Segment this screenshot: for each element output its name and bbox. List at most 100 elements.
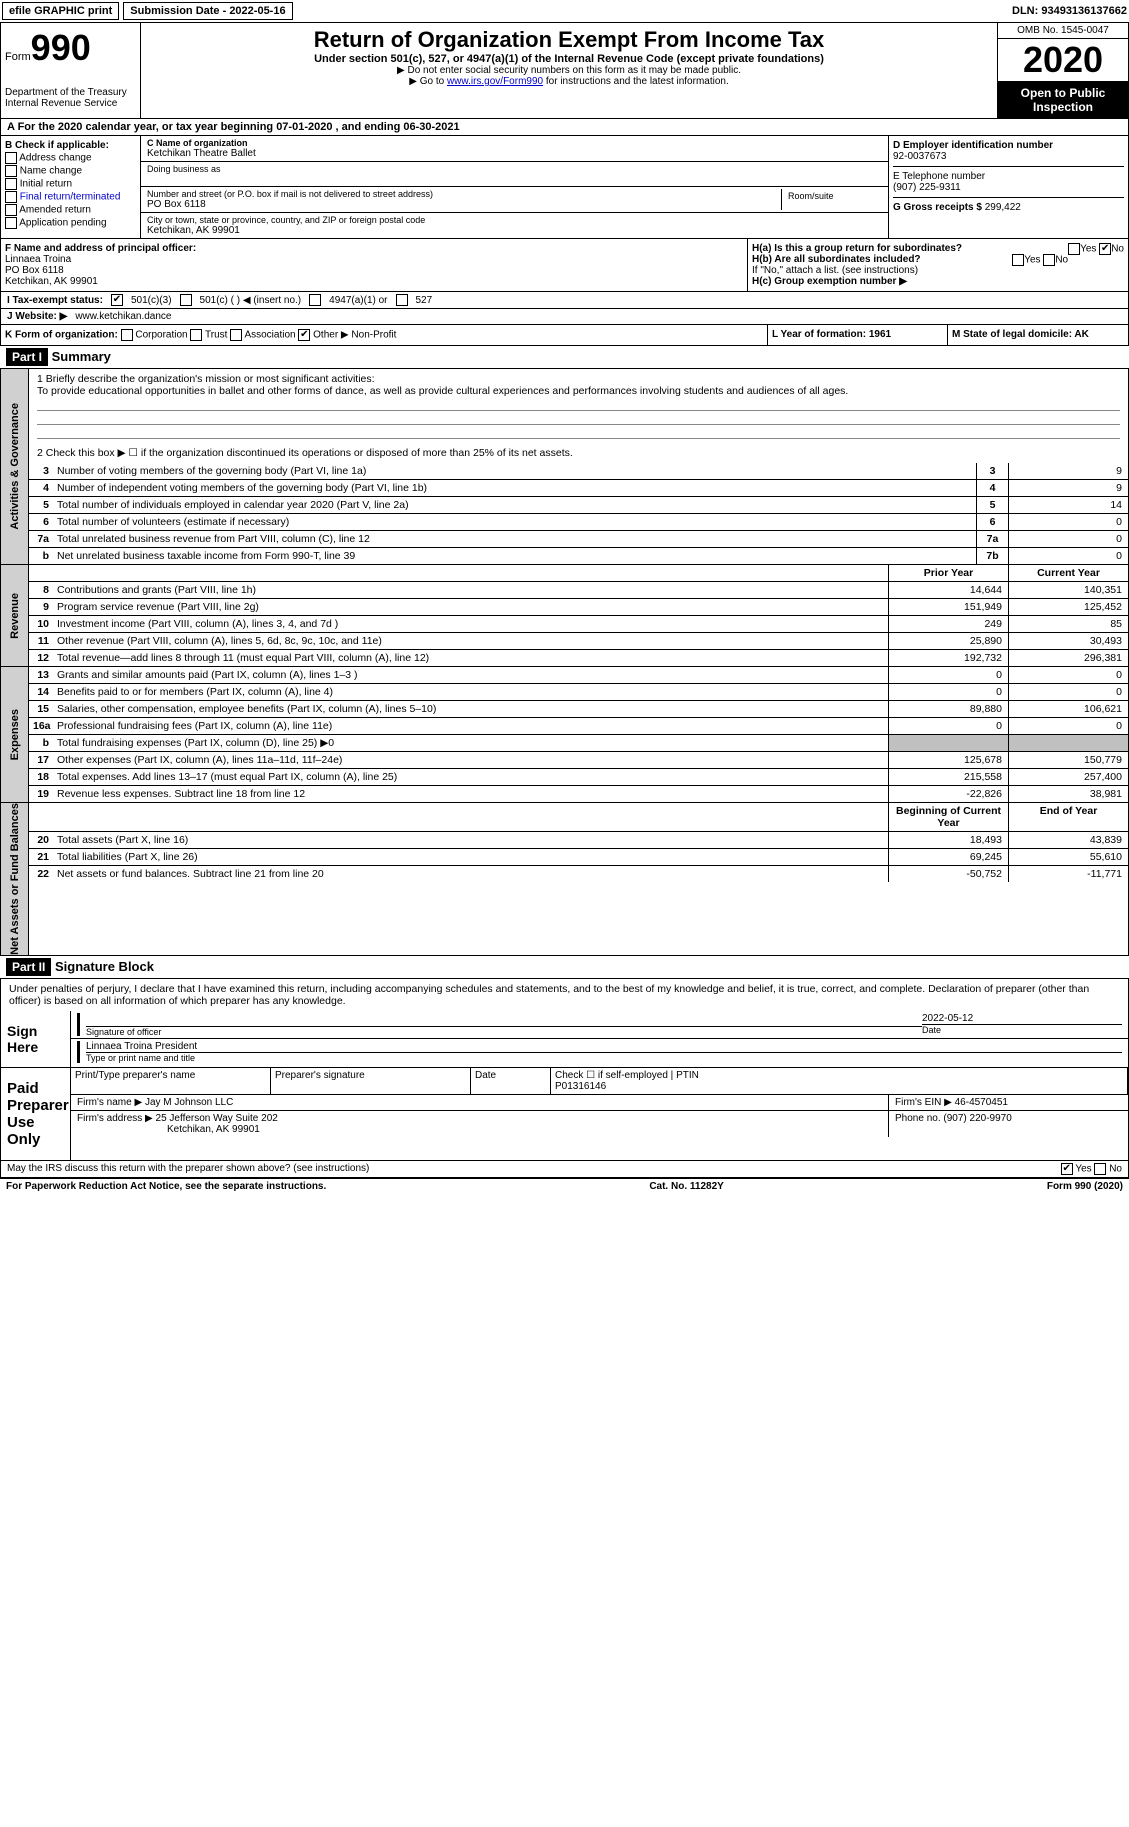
efile-badge: efile GRAPHIC print <box>2 2 119 20</box>
irs-link[interactable]: www.irs.gov/Form990 <box>447 76 543 87</box>
prep-phone-label: Phone no. <box>895 1113 941 1124</box>
cb-address[interactable] <box>5 152 17 164</box>
q2: 2 Check this box ▶ ☐ if the organization… <box>29 443 1128 463</box>
footer-mid: Cat. No. 11282Y <box>649 1181 723 1192</box>
part1-header: Part I <box>6 348 48 366</box>
f-addr1: PO Box 6118 <box>5 265 743 276</box>
cb-name[interactable] <box>5 165 17 177</box>
website-val: www.ketchikan.dance <box>75 311 171 322</box>
hb-label: H(b) Are all subordinates included? <box>752 254 921 265</box>
tax-year: 2020 <box>998 39 1128 82</box>
part1-title: Summary <box>52 349 111 364</box>
cb-corp[interactable] <box>121 329 133 341</box>
dba-label: Doing business as <box>147 164 882 174</box>
prep-h3: Date <box>471 1068 551 1095</box>
ha-label: H(a) Is this a group return for subordin… <box>752 243 962 254</box>
signer-name: Linnaea Troina President <box>86 1041 1122 1052</box>
page-title: Return of Organization Exempt From Incom… <box>145 27 993 53</box>
ha-yes[interactable] <box>1068 243 1080 255</box>
gross-label: G Gross receipts $ <box>893 202 985 213</box>
side-governance: Activities & Governance <box>9 403 21 530</box>
k-label: K Form of organization: <box>5 330 118 341</box>
date-label: Date <box>922 1024 1122 1035</box>
firm-addr-label: Firm's address ▶ <box>77 1113 153 1124</box>
footer-left: For Paperwork Reduction Act Notice, see … <box>6 1181 326 1192</box>
row-a: A For the 2020 calendar year, or tax yea… <box>0 119 1129 136</box>
hdr-beg: Beginning of Current Year <box>888 803 1008 831</box>
sub3-post: for instructions and the latest informat… <box>543 76 729 87</box>
addr-label: Number and street (or P.O. box if mail i… <box>147 189 781 199</box>
firm-addr1: 25 Jefferson Way Suite 202 <box>156 1113 278 1124</box>
m-state: M State of legal domicile: AK <box>952 329 1089 340</box>
subtitle-1: Under section 501(c), 527, or 4947(a)(1)… <box>145 53 993 65</box>
firm-ein: 46-4570451 <box>955 1097 1008 1108</box>
omb-number: OMB No. 1545-0047 <box>998 23 1128 39</box>
ein: 92-0037673 <box>893 151 1124 162</box>
side-net: Net Assets or Fund Balances <box>9 803 21 955</box>
hb-no[interactable] <box>1043 254 1055 266</box>
part2-header: Part II <box>6 958 51 976</box>
prep-phone: (907) 220-9970 <box>943 1113 1011 1124</box>
cb-501c[interactable] <box>180 294 192 306</box>
dln: DLN: 93493136137662 <box>1012 5 1127 17</box>
firm-name: Jay M Johnson LLC <box>145 1097 233 1108</box>
sub3-pre: ▶ Go to <box>409 76 447 87</box>
cb-amended[interactable] <box>5 204 17 216</box>
cb-final[interactable] <box>5 191 17 203</box>
sign-here: Sign Here <box>1 1011 71 1067</box>
dept1: Department of the Treasury <box>5 87 136 98</box>
discuss-q: May the IRS discuss this return with the… <box>7 1163 369 1174</box>
declaration: Under penalties of perjury, I declare th… <box>0 979 1129 1011</box>
sig-label: Signature of officer <box>86 1027 922 1037</box>
phone-label: E Telephone number <box>893 171 1124 182</box>
cb-initial[interactable] <box>5 178 17 190</box>
hdr-end: End of Year <box>1008 803 1128 831</box>
form-number: 990 <box>31 27 91 68</box>
ha-no[interactable] <box>1099 243 1111 255</box>
cb-pending[interactable] <box>5 217 17 229</box>
hb-yes[interactable] <box>1012 254 1024 266</box>
f-label: F Name and address of principal officer: <box>5 243 743 254</box>
cb-assoc[interactable] <box>230 329 242 341</box>
prep-h2: Preparer's signature <box>271 1068 471 1095</box>
gross: 299,422 <box>985 202 1021 213</box>
q1-label: 1 Briefly describe the organization's mi… <box>37 373 1120 385</box>
website-label: J Website: ▶ <box>7 311 67 322</box>
q1-text: To provide educational opportunities in … <box>37 385 1120 397</box>
sig-date: 2022-05-12 <box>922 1013 1122 1024</box>
name-label: Type or print name and title <box>86 1052 1122 1063</box>
ein-label: D Employer identification number <box>893 140 1124 151</box>
prep-h4b: PTIN <box>676 1070 699 1081</box>
discuss-no[interactable] <box>1094 1163 1106 1175</box>
addr: PO Box 6118 <box>147 199 781 210</box>
firm-ein-label: Firm's EIN ▶ <box>895 1097 952 1108</box>
city: Ketchikan, AK 99901 <box>147 225 882 236</box>
cb-527[interactable] <box>396 294 408 306</box>
l-year: L Year of formation: 1961 <box>772 329 891 340</box>
cb-trust[interactable] <box>190 329 202 341</box>
side-revenue: Revenue <box>9 593 21 639</box>
public-inspection: Open to Public Inspection <box>998 82 1128 118</box>
form-label: Form <box>5 51 31 63</box>
cb-501c3[interactable] <box>111 294 123 306</box>
dept2: Internal Revenue Service <box>5 98 136 109</box>
prep-h1: Print/Type preparer's name <box>71 1068 271 1095</box>
discuss-yes[interactable] <box>1061 1163 1073 1175</box>
prep-h4a: Check ☐ if self-employed <box>555 1070 668 1081</box>
col-b-title: B Check if applicable: <box>5 140 136 151</box>
tax-label: I Tax-exempt status: <box>7 295 103 306</box>
f-addr2: Ketchikan, AK 99901 <box>5 276 743 287</box>
side-expenses: Expenses <box>9 709 21 760</box>
submission-date: Submission Date - 2022-05-16 <box>123 2 292 20</box>
hdr-curr: Current Year <box>1008 565 1128 581</box>
cb-other[interactable] <box>298 329 310 341</box>
org-name: Ketchikan Theatre Ballet <box>147 148 882 159</box>
paid-preparer: Paid Preparer Use Only <box>1 1068 71 1160</box>
cb-4947[interactable] <box>309 294 321 306</box>
part2-title: Signature Block <box>55 959 154 974</box>
firm-label: Firm's name ▶ <box>77 1097 142 1108</box>
firm-addr2: Ketchikan, AK 99901 <box>167 1124 260 1135</box>
ptin: P01316146 <box>555 1081 606 1092</box>
name-label: C Name of organization <box>147 138 882 148</box>
room-label: Room/suite <box>788 191 876 201</box>
